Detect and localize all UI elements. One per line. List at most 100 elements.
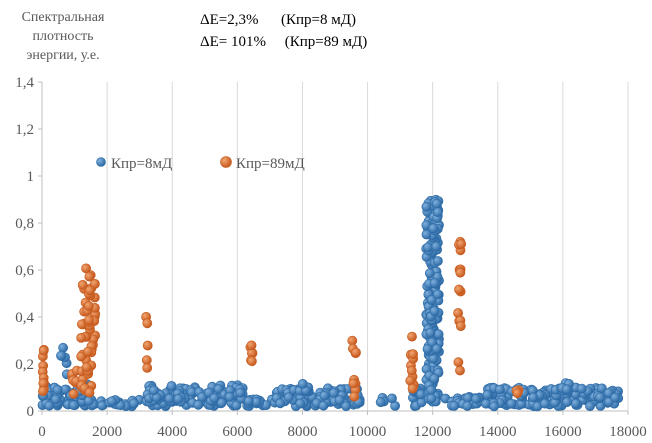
data-point-kpr-8 — [318, 400, 329, 411]
data-point-kpr-8 — [471, 393, 481, 404]
data-point-kpr-8 — [595, 392, 605, 403]
y-tick-label: 0,8 — [15, 216, 34, 232]
y-tick-label: 0,2 — [15, 357, 34, 373]
data-point-kpr-89 — [83, 301, 94, 311]
data-point-kpr-89 — [407, 383, 418, 394]
y-axis-label-line: плотность — [32, 29, 94, 44]
data-point-kpr-8 — [164, 393, 175, 404]
y-tick-label: 1 — [27, 169, 35, 185]
x-tick-label: 18000 — [609, 424, 647, 440]
data-point-kpr-89 — [455, 365, 465, 376]
data-point-kpr-8 — [431, 343, 442, 354]
data-point-kpr-8 — [506, 398, 517, 409]
data-point-kpr-89 — [76, 332, 87, 343]
data-point-kpr-8 — [56, 350, 66, 361]
x-tick-label: 8000 — [287, 424, 317, 440]
data-point-kpr-89 — [454, 284, 464, 295]
data-point-kpr-89 — [81, 362, 92, 373]
data-point-kpr-89 — [142, 318, 153, 329]
data-point-kpr-8 — [610, 392, 621, 403]
y-axis-label-line: Спектральная — [21, 10, 105, 25]
data-point-kpr-8 — [107, 396, 117, 406]
data-point-kpr-8 — [275, 398, 286, 409]
data-point-kpr-89 — [406, 365, 417, 376]
data-point-kpr-89 — [84, 387, 95, 398]
data-point-kpr-89 — [246, 356, 257, 367]
x-tick-label: 10000 — [349, 424, 387, 440]
legend-label-kpr-89: Кпр=89мД — [236, 156, 305, 172]
data-point-kpr-8 — [328, 387, 339, 398]
y-tick-label: 0,6 — [15, 263, 34, 279]
data-point-kpr-8 — [224, 391, 235, 402]
data-point-kpr-8 — [84, 395, 94, 406]
data-point-kpr-8 — [193, 399, 204, 410]
data-point-kpr-8 — [431, 241, 442, 252]
legend-marker-kpr-89 — [220, 156, 232, 168]
data-point-kpr-8 — [421, 201, 432, 212]
data-point-kpr-89 — [142, 340, 153, 351]
data-point-kpr-8 — [423, 242, 433, 253]
data-point-kpr-89 — [68, 388, 79, 399]
data-point-kpr-89 — [77, 279, 88, 290]
data-point-kpr-8 — [334, 395, 345, 405]
legend-marker-kpr-8 — [96, 157, 106, 167]
data-point-kpr-8 — [433, 329, 444, 340]
data-point-kpr-8 — [429, 306, 440, 316]
data-point-kpr-8 — [128, 398, 139, 409]
data-point-kpr-8 — [426, 393, 437, 404]
y-tick-label: 1,2 — [15, 122, 34, 138]
data-point-kpr-8 — [489, 401, 499, 412]
data-point-kpr-8 — [297, 378, 308, 389]
x-tick-label: 4000 — [157, 424, 187, 440]
data-point-kpr-8 — [428, 223, 439, 234]
data-point-kpr-8 — [432, 256, 443, 266]
data-point-kpr-89 — [455, 267, 466, 278]
x-tick-label: 0 — [38, 424, 46, 440]
data-point-kpr-8 — [429, 373, 440, 384]
data-point-kpr-8 — [424, 268, 435, 279]
data-point-kpr-8 — [426, 294, 437, 305]
data-point-kpr-8 — [432, 207, 443, 218]
y-axis-label: Спектральная плотность энергии, у.е. — [4, 8, 122, 65]
data-point-kpr-89 — [142, 362, 153, 373]
data-point-kpr-8 — [426, 385, 436, 396]
data-point-kpr-89 — [348, 378, 359, 389]
data-point-kpr-8 — [50, 394, 61, 405]
data-point-kpr-8 — [570, 398, 581, 409]
data-point-kpr-89 — [83, 346, 93, 357]
data-point-kpr-8 — [209, 393, 220, 403]
data-point-kpr-8 — [387, 393, 397, 404]
data-point-kpr-89 — [456, 239, 467, 249]
data-point-kpr-8 — [429, 278, 440, 288]
data-point-kpr-8 — [462, 400, 473, 411]
x-tick-label: 16000 — [544, 424, 582, 440]
y-axis-label-line: энергии, у.е. — [26, 48, 100, 63]
data-point-kpr-8 — [166, 381, 177, 391]
data-point-kpr-8 — [562, 384, 572, 395]
data-point-kpr-8 — [576, 383, 587, 394]
data-point-kpr-89 — [455, 321, 466, 331]
data-point-kpr-8 — [235, 387, 246, 398]
data-point-kpr-89 — [246, 340, 257, 351]
data-point-kpr-8 — [449, 400, 460, 411]
x-tick-label: 2000 — [92, 424, 122, 440]
data-point-kpr-8 — [243, 396, 254, 406]
data-point-kpr-89 — [351, 347, 361, 358]
y-tick-label: 0 — [27, 404, 35, 420]
data-point-kpr-8 — [562, 397, 572, 407]
data-point-kpr-89 — [38, 345, 49, 356]
x-tick-label: 14000 — [479, 424, 517, 440]
data-point-kpr-8 — [283, 392, 294, 403]
data-point-kpr-8 — [148, 385, 159, 396]
data-point-kpr-89 — [76, 351, 87, 362]
data-point-kpr-89 — [38, 386, 48, 396]
data-point-kpr-89 — [408, 349, 418, 360]
data-point-kpr-89 — [90, 278, 100, 289]
annotation-kpr-8: ΔE=2,3% (Кпр=8 мД) — [200, 12, 356, 28]
data-point-kpr-89 — [81, 263, 91, 274]
x-tick-label: 12000 — [414, 424, 452, 440]
data-point-kpr-8 — [295, 398, 306, 409]
y-tick-label: 1,4 — [15, 75, 34, 91]
data-point-kpr-8 — [482, 389, 493, 400]
data-point-kpr-89 — [407, 331, 417, 342]
